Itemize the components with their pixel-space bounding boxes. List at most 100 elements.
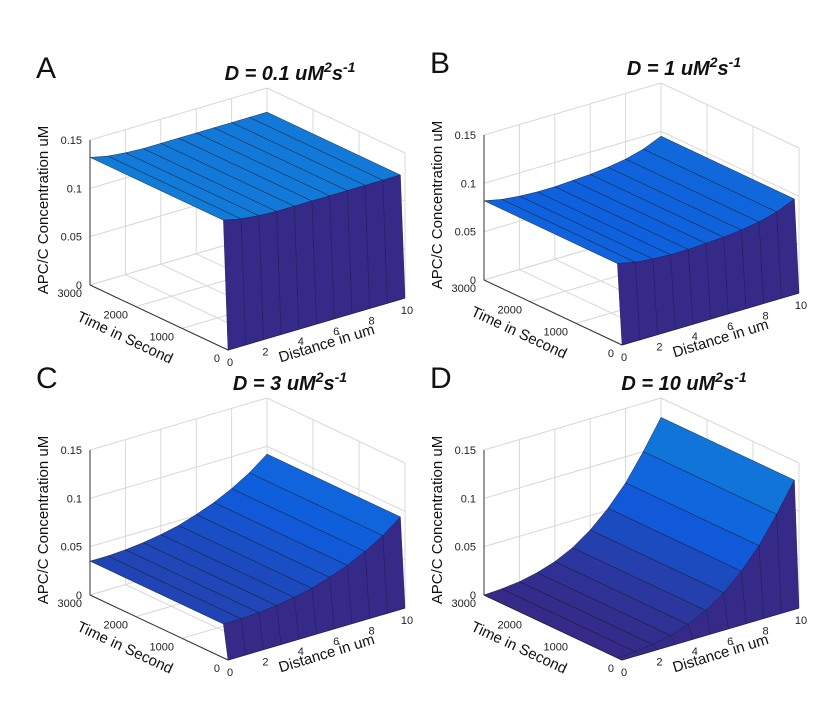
y-tick-label: 3000 — [452, 283, 476, 295]
panel: 0246810010002000300000.050.10.15Distance… — [429, 362, 807, 679]
z-tick-label: 0.05 — [61, 542, 82, 554]
panel-letter: A — [36, 52, 56, 85]
panel-letter: D — [430, 362, 452, 395]
grid-line — [483, 397, 662, 451]
grid-line — [89, 397, 268, 451]
z-tick-label: 0.05 — [455, 227, 476, 239]
y-tick-label: 0 — [214, 353, 220, 365]
surface-patch — [223, 218, 246, 351]
y-tick-label: 0 — [214, 663, 220, 675]
y-tick-label: 1000 — [150, 641, 174, 653]
panel-title: D = 0.1 uM2s-1 — [225, 59, 356, 85]
y-tick-label: 2000 — [498, 305, 522, 317]
x-tick-label: 6 — [727, 321, 733, 333]
x-tick-label: 6 — [727, 636, 733, 648]
title-part: 2 — [323, 59, 332, 75]
x-tick-label: 2 — [262, 347, 268, 359]
title-part: D = 1 uM — [627, 58, 711, 80]
y-tick-label: 1000 — [544, 326, 568, 338]
x-tick-label: 2 — [656, 657, 662, 669]
title-part: 2 — [709, 54, 718, 70]
panel: 0246810010002000300000.050.10.15Distance… — [35, 52, 413, 369]
grid-line — [89, 445, 268, 499]
panel-title: D = 3 uM2s-1 — [233, 369, 347, 395]
grid-line — [660, 82, 800, 149]
x-tick-label: 0 — [227, 667, 233, 679]
y-tick-label: 0 — [608, 663, 614, 675]
panel: 0246810010002000300000.050.10.15Distance… — [429, 47, 807, 364]
y-tick-label: 2000 — [104, 310, 128, 322]
z-axis-label: APC/C Concentration uM — [429, 436, 446, 604]
x-tick-label: 2 — [656, 342, 662, 354]
title-part: D = 10 uM — [621, 373, 716, 395]
grid-line — [266, 445, 406, 512]
z-tick-label: 0.05 — [455, 542, 476, 554]
panel: 0246810010002000300000.050.10.15Distance… — [35, 362, 413, 679]
panel-letter: C — [36, 362, 58, 395]
y-tick-label: 3000 — [58, 598, 82, 610]
y-tick-label: 1000 — [544, 641, 568, 653]
y-tick-label: 0 — [608, 348, 614, 360]
x-tick-label: 10 — [401, 615, 413, 627]
grid-line — [483, 445, 662, 499]
z-tick-label: 0 — [470, 590, 476, 602]
z-tick-label: 0 — [470, 275, 476, 287]
grid-line — [266, 397, 406, 464]
z-tick-label: 0.1 — [67, 183, 82, 195]
z-axis-label: APC/C Concentration uM — [35, 126, 52, 294]
z-tick-label: 0.15 — [61, 445, 82, 457]
x-tick-label: 8 — [763, 310, 769, 322]
title-part: D = 3 uM — [233, 373, 317, 395]
z-tick-label: 0.1 — [67, 493, 82, 505]
title-part: -1 — [729, 54, 742, 70]
x-tick-label: 8 — [369, 625, 375, 637]
title-part: -1 — [734, 369, 747, 385]
x-tick-label: 4 — [298, 336, 304, 348]
x-tick-label: 2 — [262, 657, 268, 669]
title-part: 2 — [714, 369, 723, 385]
y-tick-label: 3000 — [58, 288, 82, 300]
title-part: -1 — [335, 369, 348, 385]
title-part: 2 — [315, 369, 324, 385]
x-tick-label: 8 — [763, 625, 769, 637]
z-tick-label: 0.15 — [455, 130, 476, 142]
z-tick-label: 0.05 — [61, 232, 82, 244]
grid-line — [266, 87, 406, 154]
grid-line — [660, 130, 800, 197]
surface-patch — [616, 651, 641, 661]
title-part: D = 0.1 uM — [225, 63, 326, 85]
surface-patch — [617, 262, 640, 346]
grid-line — [483, 130, 662, 184]
x-tick-label: 0 — [227, 357, 233, 369]
title-part: s — [718, 58, 729, 80]
title-part: s — [332, 63, 343, 85]
y-tick-label: 2000 — [498, 620, 522, 632]
grid-line — [89, 87, 268, 141]
z-axis-label: APC/C Concentration uM — [35, 436, 52, 604]
title-part: -1 — [343, 59, 356, 75]
z-axis-label: APC/C Concentration uM — [429, 121, 446, 289]
axis-line — [483, 279, 623, 346]
grid-line — [660, 397, 800, 464]
x-tick-label: 10 — [795, 300, 807, 312]
axis-line — [89, 594, 229, 661]
x-tick-label: 4 — [692, 331, 698, 343]
x-tick-label: 4 — [298, 646, 304, 658]
x-tick-label: 6 — [333, 636, 339, 648]
y-tick-label: 1000 — [150, 331, 174, 343]
x-tick-label: 0 — [621, 667, 627, 679]
grid-line — [483, 82, 662, 136]
axis-line — [89, 284, 229, 351]
x-tick-label: 4 — [692, 646, 698, 658]
z-tick-label: 0 — [76, 280, 82, 292]
y-tick-label: 3000 — [452, 598, 476, 610]
z-tick-label: 0 — [76, 590, 82, 602]
z-tick-label: 0.15 — [455, 445, 476, 457]
x-tick-label: 10 — [795, 615, 807, 627]
title-part: s — [723, 373, 734, 395]
z-tick-label: 0.15 — [61, 135, 82, 147]
title-part: s — [324, 373, 335, 395]
z-tick-label: 0.1 — [461, 178, 476, 190]
x-tick-label: 0 — [621, 352, 627, 364]
